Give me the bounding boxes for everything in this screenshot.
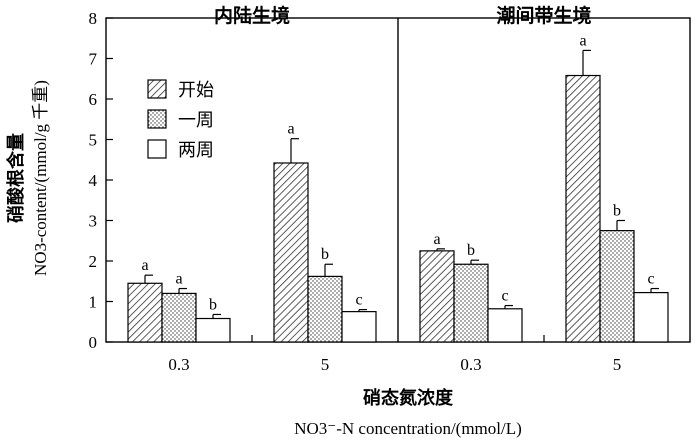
bar [599,230,635,343]
significance-letter: a [175,271,182,288]
labels: 0 1 2 3 4 5 6 7 8 内陆生境 a a b 0.3 a b c 5 潮间带生境 a b c 0.3 a b c 5 [89,4,655,374]
bars [127,49,669,343]
x-axis-label-cn: 硝态氮浓度 [363,387,454,408]
x-tick-label: 0.3 [460,355,481,374]
legend-label: 开始 [178,80,214,100]
significance-letter: b [209,296,217,313]
y-tick-label: 6 [89,90,98,109]
significance-letter: c [501,288,508,305]
legend-label: 两周 [178,140,214,160]
bar [161,292,197,343]
bar [273,162,309,343]
y-tick-label: 4 [89,171,98,190]
legend-swatch [147,79,167,99]
axes [105,17,691,343]
bar [487,308,523,343]
bar [419,250,455,343]
y-tick-label: 0 [89,333,98,352]
significance-letter: a [141,257,148,274]
x-tick-label: 0.3 [168,355,189,374]
x-tick-label: 5 [321,355,330,374]
significance-letter: c [355,292,362,309]
significance-letter: b [321,246,329,263]
significance-letter: a [287,121,294,138]
bar [307,275,343,343]
panel-title: 内陆生境 [214,4,290,27]
y-axis-label-en: NO3-content/(mmol/g 千重) [31,80,50,276]
bar [565,74,601,343]
bar [127,282,163,343]
significance-letter: c [647,271,654,288]
y-tick-label: 3 [89,212,98,231]
y-tick-label: 1 [89,293,98,312]
legend-label: 一周 [178,110,214,130]
significance-letter: a [579,32,586,49]
y-axis-label-cn: 硝酸根含量 [5,133,26,223]
bar [195,317,231,343]
bar [633,291,669,343]
legend-swatch [147,139,167,159]
significance-letter: b [467,242,475,259]
bar [341,311,377,343]
y-tick-label: 5 [89,131,98,150]
x-axis-label-en: NO3⁻-N concentration/(mmol/L) [294,419,522,438]
significance-letter: b [613,203,621,220]
legend-swatch [147,109,167,129]
x-tick-label: 5 [613,355,622,374]
y-tick-label: 2 [89,252,98,271]
y-tick-label: 8 [89,9,98,28]
significance-letter: a [433,231,440,248]
y-tick-label: 7 [89,50,98,69]
bar [453,263,489,343]
panel-title: 潮间带生境 [496,4,591,27]
